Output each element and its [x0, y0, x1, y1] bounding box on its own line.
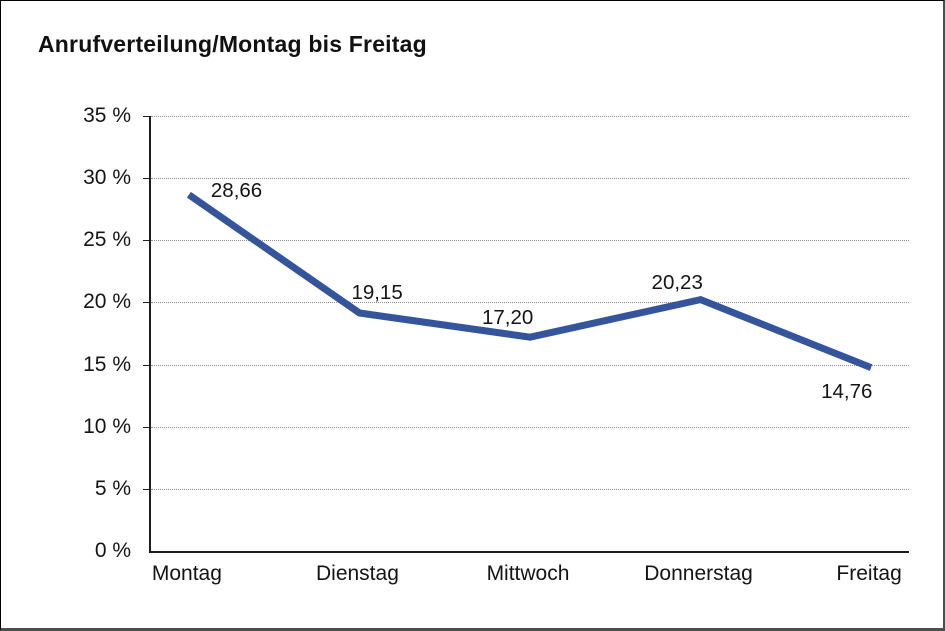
gridline	[151, 302, 909, 304]
y-axis-label: 20 %	[83, 290, 131, 314]
y-axis-tick	[143, 302, 150, 304]
y-axis-tick	[143, 178, 150, 180]
y-axis-tick	[143, 364, 150, 366]
gridline	[151, 240, 909, 242]
data-point-label: 20,23	[651, 270, 703, 294]
gridline	[151, 178, 909, 180]
y-axis-label: 25 %	[83, 228, 131, 252]
data-point-label: 14,76	[821, 379, 873, 403]
y-axis-tick	[143, 240, 150, 242]
data-point-label: 28,66	[210, 178, 263, 202]
y-axis-label: 30 %	[83, 166, 131, 190]
chart-title: Anrufverteilung/Montag bis Freitag	[38, 31, 427, 57]
gridline	[151, 364, 909, 366]
y-axis-label: 15 %	[83, 352, 131, 376]
line-path	[186, 191, 873, 371]
y-axis-tick	[143, 426, 150, 428]
x-axis-label: Donnerstag	[644, 562, 753, 585]
plot-area	[143, 116, 909, 553]
y-axis-label: 0 %	[94, 539, 131, 562]
y-axis-label: 35 %	[83, 104, 131, 127]
y-axis-label: 10 %	[83, 414, 131, 438]
line-series	[186, 191, 873, 371]
y-axis-label: 5 %	[94, 476, 131, 500]
gridline	[151, 116, 909, 117]
x-axis-label: Mittwoch	[486, 562, 570, 585]
data-point-label: 17,20	[482, 306, 534, 330]
y-axis-tick	[143, 116, 150, 117]
gridline	[151, 488, 909, 490]
x-axis-label: Freitag	[836, 562, 902, 585]
gridline	[151, 426, 909, 428]
x-axis-label: Montag	[151, 562, 222, 585]
y-axis-tick	[143, 488, 150, 490]
data-point-label: 19,15	[351, 280, 403, 304]
x-axis-label: Dienstag	[315, 562, 399, 585]
